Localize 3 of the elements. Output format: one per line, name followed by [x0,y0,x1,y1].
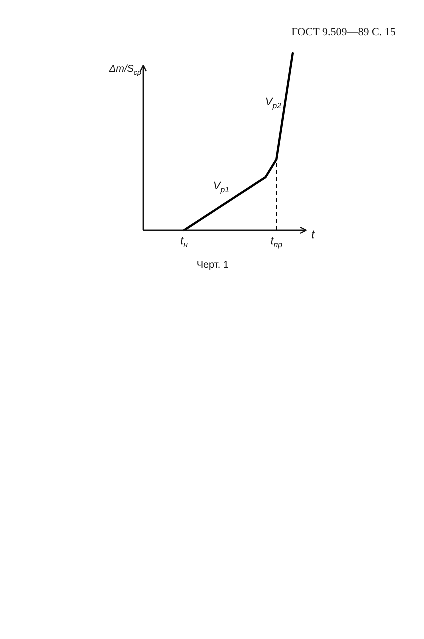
text: ГОСТ 9.509—89 С. 15 [292,26,396,38]
x-axis-title: t [312,228,316,242]
text: Черт. 1 [196,260,230,271]
